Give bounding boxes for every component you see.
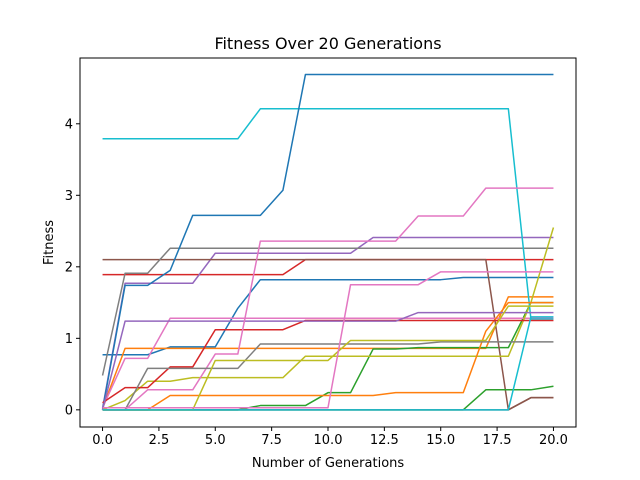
series-line-15 (101, 311, 554, 411)
x-tick-label: 0.0 (92, 433, 113, 448)
y-tick-label: 2 (65, 260, 73, 275)
y-tick-label: 3 (65, 189, 73, 204)
series-line-17 (102, 187, 554, 411)
series-line-9 (102, 227, 555, 411)
y-axis: 0 1 2 3 4 (65, 117, 80, 418)
x-tick-label: 12.5 (370, 433, 399, 448)
x-tick-label: 5.0 (205, 433, 226, 448)
series-line-8 (101, 247, 554, 376)
x-tick-label: 2.5 (149, 433, 170, 448)
chart-title: Fitness Over 20 Generations (214, 34, 441, 53)
x-tick-label: 7.5 (261, 433, 282, 448)
series-line-20 (102, 316, 554, 411)
x-tick-label: 17.5 (483, 433, 512, 448)
y-tick-label: 4 (65, 117, 73, 132)
y-tick-label: 1 (65, 332, 73, 347)
x-tick-label: 10.0 (314, 433, 343, 448)
series-line-18 (102, 341, 554, 411)
plot-area (79, 57, 577, 428)
series-line-1 (102, 276, 554, 356)
x-axis: 0.0 2.5 5.0 7.5 10.0 12.5 15.0 17.5 20.0 (92, 427, 568, 448)
series-line-11 (101, 73, 554, 410)
series-line-10 (102, 108, 554, 320)
y-tick-label: 0 (65, 403, 73, 418)
series-line-5 (101, 236, 554, 409)
y-axis-label: Fitness (42, 220, 57, 265)
series-line-21 (102, 271, 554, 409)
series-line-12 (102, 301, 554, 411)
x-axis-label: Number of Generations (252, 456, 405, 471)
series-line-6 (102, 258, 554, 411)
x-tick-label: 20.0 (539, 433, 568, 448)
x-tick-label: 15.0 (426, 433, 455, 448)
series-line-7 (101, 317, 554, 409)
series-layer (101, 73, 555, 411)
